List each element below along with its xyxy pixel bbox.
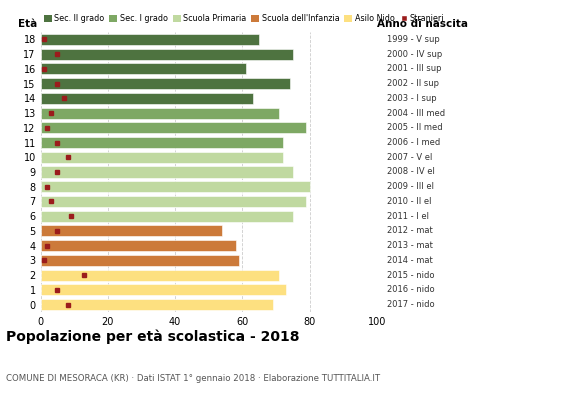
Bar xyxy=(41,299,273,310)
Text: 2010 - II el: 2010 - II el xyxy=(387,197,432,206)
Bar xyxy=(41,181,310,192)
Bar xyxy=(41,34,259,45)
Text: Età: Età xyxy=(18,19,37,29)
Text: 2016 - nido: 2016 - nido xyxy=(387,285,435,294)
Text: 2014 - mat: 2014 - mat xyxy=(387,256,433,265)
Text: 1999 - V sup: 1999 - V sup xyxy=(387,35,440,44)
Text: 2001 - III sup: 2001 - III sup xyxy=(387,64,441,73)
Bar xyxy=(41,211,293,222)
Text: 2005 - II med: 2005 - II med xyxy=(387,123,443,132)
Bar xyxy=(41,48,293,60)
Text: 2002 - II sup: 2002 - II sup xyxy=(387,79,439,88)
Text: 2011 - I el: 2011 - I el xyxy=(387,212,429,221)
Bar xyxy=(41,196,306,207)
Text: 2000 - IV sup: 2000 - IV sup xyxy=(387,50,443,59)
Text: 2017 - nido: 2017 - nido xyxy=(387,300,435,309)
Text: 2008 - IV el: 2008 - IV el xyxy=(387,168,435,176)
Bar xyxy=(41,108,280,118)
Text: COMUNE DI MESORACA (KR) · Dati ISTAT 1° gennaio 2018 · Elaborazione TUTTITALIA.I: COMUNE DI MESORACA (KR) · Dati ISTAT 1° … xyxy=(6,374,380,383)
Text: 2009 - III el: 2009 - III el xyxy=(387,182,434,191)
Bar xyxy=(41,122,306,133)
Legend: Sec. II grado, Sec. I grado, Scuola Primaria, Scuola dell'Infanzia, Asilo Nido, : Sec. II grado, Sec. I grado, Scuola Prim… xyxy=(41,11,448,26)
Text: 2012 - mat: 2012 - mat xyxy=(387,226,433,236)
Bar xyxy=(41,166,293,178)
Text: 2003 - I sup: 2003 - I sup xyxy=(387,94,437,103)
Bar xyxy=(41,270,280,281)
Bar xyxy=(41,93,252,104)
Bar xyxy=(41,226,222,236)
Text: Popolazione per età scolastica - 2018: Popolazione per età scolastica - 2018 xyxy=(6,330,299,344)
Text: 2007 - V el: 2007 - V el xyxy=(387,153,433,162)
Bar xyxy=(41,63,246,74)
Bar xyxy=(41,255,239,266)
Bar xyxy=(41,78,289,89)
Bar xyxy=(41,152,283,163)
Text: 2015 - nido: 2015 - nido xyxy=(387,271,434,280)
Bar xyxy=(41,284,286,296)
Bar xyxy=(41,137,283,148)
Bar xyxy=(41,240,235,251)
Text: 2013 - mat: 2013 - mat xyxy=(387,241,433,250)
Text: Anno di nascita: Anno di nascita xyxy=(377,19,468,29)
Text: 2004 - III med: 2004 - III med xyxy=(387,108,445,118)
Text: 2006 - I med: 2006 - I med xyxy=(387,138,440,147)
